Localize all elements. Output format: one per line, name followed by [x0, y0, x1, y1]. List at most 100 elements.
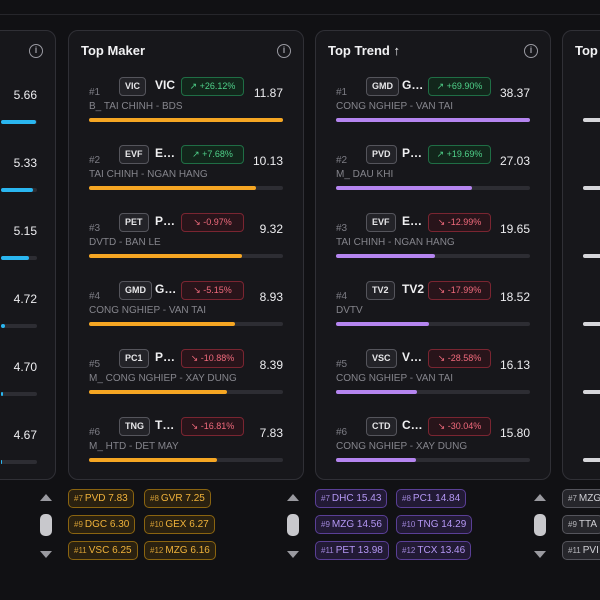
ranking-row[interactable]: 4.70: [1, 347, 55, 415]
chip-rank: #7: [321, 494, 330, 503]
scroll-up-icon[interactable]: [287, 494, 299, 501]
ranking-row[interactable]: 4.72: [1, 279, 55, 347]
rank-label: #6: [89, 427, 101, 438]
progress-track: [1, 324, 37, 328]
overflow-chip[interactable]: #11 VSC 6.25: [68, 541, 138, 560]
progress-fill: [336, 118, 530, 122]
ranking-row[interactable]: #4 TV2 TV2 ↘ -17.99% 18.52 DVTV: [316, 277, 550, 345]
chip-scrollbar[interactable]: [284, 490, 302, 562]
chip-label: GVR 7.25: [160, 493, 205, 504]
ranking-row[interactable]: #2 EVF EVF ↗ +7.68% 10.13 TAI CHINH - NGAN HA…: [69, 141, 303, 209]
overflow-chip[interactable]: #10 TNG 14.29: [396, 515, 473, 534]
overflow-chip[interactable]: #8 PC1 14.84: [396, 489, 467, 508]
progress-fill: [1, 460, 3, 464]
change-badge: ↘ -17.99%: [428, 281, 491, 300]
overflow-chip[interactable]: #8 GVR 7.25: [144, 489, 211, 508]
progress-track: [1, 392, 37, 396]
ticker-tag: CTD: [366, 417, 397, 436]
info-icon[interactable]: i: [277, 44, 291, 58]
overflow-chip[interactable]: #10 GEX 6.27: [144, 515, 215, 534]
scroll-down-icon[interactable]: [534, 551, 546, 558]
overflow-chip[interactable]: #7 DHC 15.43: [315, 489, 388, 508]
scroll-down-icon[interactable]: [40, 551, 52, 558]
metric-value: 8.39: [259, 358, 283, 372]
ticker-symbol: EVF: [155, 146, 177, 160]
overflow-chip[interactable]: #7 MZG: [562, 489, 600, 508]
sector-label: DVTD - BAN LE: [89, 237, 161, 248]
ranking-row[interactable]: #3 PET PET ↘ -0.97% 9.32 DVTD - BAN LE: [69, 209, 303, 277]
rank-label: #4: [336, 291, 348, 302]
metric-value: 11.87: [253, 86, 283, 100]
ranking-row[interactable]: #1 VIC VIC ↗ +26.12% 11.87 B_ TAI CHINH - BDS: [69, 73, 303, 141]
chip-rank: #9: [74, 520, 83, 529]
top-trend-panel: Top Trend ↑ i #1 GMDGMD ↗ +69.90% 38.37 CONG…: [315, 30, 551, 480]
chip-scrollbar[interactable]: [37, 490, 55, 562]
overflow-chip[interactable]: #9 MZG 14.56: [315, 515, 388, 534]
ranking-row[interactable]: 5.66: [1, 75, 55, 143]
ticker-symbol: PC1: [155, 350, 177, 364]
ticker-symbol: GMD: [402, 78, 424, 92]
chip-rank: #10: [150, 520, 164, 529]
ranking-row[interactable]: #3 EVF EVF ↘ -12.99% 19.65 TAI CHINH - NGAN H…: [316, 209, 550, 277]
metric-value: 5.33: [13, 156, 37, 170]
rank-label: #2: [336, 155, 348, 166]
scroll-thumb[interactable]: [534, 514, 546, 536]
chip-rank: #8: [150, 494, 159, 503]
ticker-symbol: VIC: [155, 78, 176, 92]
info-icon[interactable]: i: [524, 44, 538, 58]
chip-label: TTA: [578, 519, 598, 530]
overflow-chip[interactable]: #7 PVD 7.83: [68, 489, 134, 508]
ranking-row[interactable]: #5 VSC VSC ↘ -28.58% 16.13 CONG NGHIEP - VAN …: [316, 345, 550, 413]
overflow-chip[interactable]: #11 PET 13.98: [315, 541, 389, 560]
ranking-row[interactable]: #6 TNG TNG ↘ -16.81% 7.83 M_ HTD - DET MAY: [69, 413, 303, 479]
progress-track: [1, 188, 37, 192]
ranking-row[interactable]: #6 CTD CTD ↘ -30.04% 15.80 CONG NGHIEP - XAY …: [316, 413, 550, 479]
chip-rank: #11: [568, 546, 581, 555]
chip-label: PC1 14.84: [412, 493, 461, 504]
metric-value: 9.32: [259, 222, 283, 236]
ranking-row[interactable]: #4 GMDGMD ↘ -5.15% 8.93 CONG NGHIEP - VAN TA…: [69, 277, 303, 345]
ranking-row[interactable]: #1 GMDGMD ↗ +69.90% 38.37 CONG NGHIEP - VAN …: [316, 73, 550, 141]
change-badge: ↘ -0.97%: [181, 213, 244, 232]
overflow-chip[interactable]: #12 MZG 6.16: [144, 541, 216, 560]
scroll-thumb[interactable]: [287, 514, 299, 536]
header-divider: [0, 14, 600, 15]
scroll-down-icon[interactable]: [287, 551, 299, 558]
progress-track: [336, 118, 530, 122]
progress-track: [89, 390, 283, 394]
ranking-row[interactable]: 5.33: [1, 143, 55, 211]
overflow-chip[interactable]: #9 TTA: [562, 515, 600, 534]
progress-track: [89, 458, 283, 462]
scroll-up-icon[interactable]: [534, 494, 546, 501]
metric-value: 4.70: [13, 360, 37, 374]
progress-track: [583, 390, 600, 394]
progress-fill: [1, 324, 6, 328]
ticker-tag: VIC: [119, 77, 147, 96]
ranking-row[interactable]: 5.15: [1, 211, 55, 279]
progress-track: [1, 120, 37, 124]
left-ranking-panel: i 5.66 5.33 5.15 4.72 4.70 4.67: [0, 30, 56, 480]
ranking-row[interactable]: 4.67: [1, 415, 55, 479]
progress-track: [336, 322, 530, 326]
overflow-chip[interactable]: #9 DGC 6.30: [68, 515, 136, 534]
ticker-symbol: GMD: [155, 282, 177, 296]
panel-title: Top Trend ↑: [328, 43, 400, 58]
progress-fill: [583, 186, 600, 190]
progress-fill: [583, 322, 600, 326]
overflow-chip[interactable]: #12 TCX 13.46: [396, 541, 472, 560]
ticker-tag: PVD: [366, 145, 397, 164]
overflow-chip[interactable]: #11 PVI: [562, 541, 600, 560]
progress-fill: [89, 254, 243, 258]
progress-track: [336, 458, 530, 462]
scroll-thumb[interactable]: [40, 514, 52, 536]
metric-value: 15.80: [499, 426, 530, 440]
right-ranking-panel: Top S: [562, 30, 600, 480]
ranking-row[interactable]: #2 PVD PVD ↗ +19.69% 27.03 M_ DAU KHI: [316, 141, 550, 209]
ranking-row[interactable]: #5 PC1 PC1 ↘ -10.88% 8.39 M_ CONG NGHIEP - XA…: [69, 345, 303, 413]
metric-value: 38.37: [499, 86, 530, 100]
scroll-up-icon[interactable]: [40, 494, 52, 501]
info-icon[interactable]: i: [29, 44, 43, 58]
chip-scrollbar[interactable]: [531, 490, 549, 562]
progress-track: [1, 460, 37, 464]
sector-label: B_ TAI CHINH - BDS: [89, 101, 183, 112]
